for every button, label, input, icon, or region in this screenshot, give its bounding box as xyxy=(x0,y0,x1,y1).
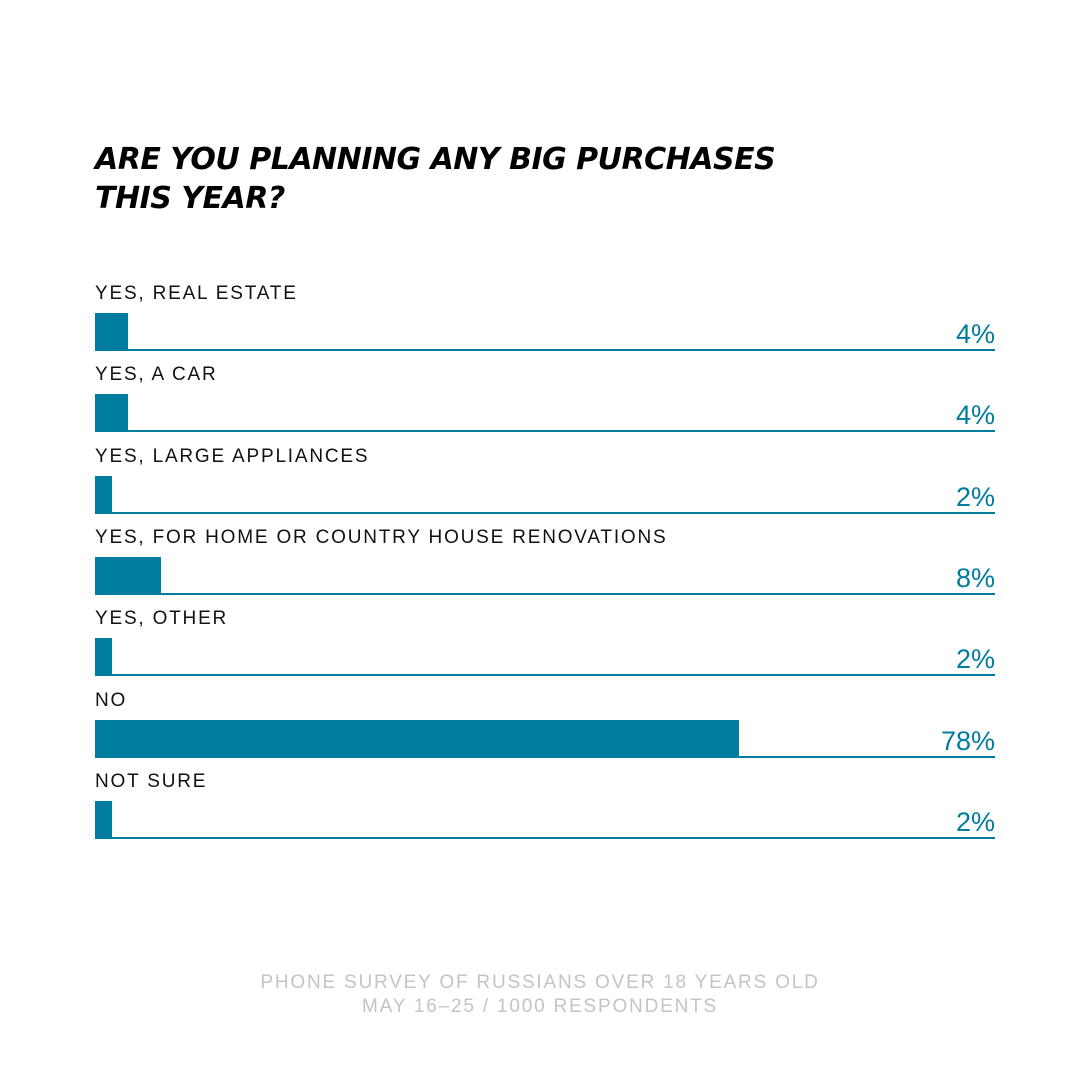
bar xyxy=(95,476,112,514)
value-label: 4% xyxy=(955,319,995,349)
category-label: YES, A CAR xyxy=(95,364,218,385)
category-label: YES, OTHER xyxy=(95,608,229,629)
bar-baseline xyxy=(95,512,995,514)
bar xyxy=(95,394,128,432)
survey-footnote: PHONE SURVEY OF RUSSIANS OVER 18 YEARS O… xyxy=(0,971,1080,1019)
category-label: YES, LARGE APPLIANCES xyxy=(95,446,370,467)
category-label: YES, FOR HOME OR COUNTRY HOUSE RENOVATIO… xyxy=(95,527,668,548)
value-label: 2% xyxy=(955,807,995,837)
chart-row: YES, LARGE APPLIANCES 2% xyxy=(95,446,995,516)
category-label: NOT SURE xyxy=(95,771,208,792)
footnote-line-2: MAY 16–25 / 1000 RESPONDENTS xyxy=(362,996,718,1017)
bar-baseline xyxy=(95,430,995,432)
footnote-line-1: PHONE SURVEY OF RUSSIANS OVER 18 YEARS O… xyxy=(260,972,820,993)
bar-track: 4% xyxy=(95,313,995,351)
bar xyxy=(95,313,128,351)
bar-track: 8% xyxy=(95,557,995,595)
bar-baseline xyxy=(95,349,995,351)
chart-row: NO 78% xyxy=(95,690,995,760)
chart-row: NOT SURE 2% xyxy=(95,771,995,841)
bar-baseline xyxy=(95,837,995,839)
bar-track: 2% xyxy=(95,801,995,839)
value-label: 8% xyxy=(955,563,995,593)
bar-track: 4% xyxy=(95,394,995,432)
bar xyxy=(95,638,112,676)
value-label: 2% xyxy=(955,482,995,512)
value-label: 78% xyxy=(940,726,995,756)
value-label: 4% xyxy=(955,400,995,430)
chart-row: YES, OTHER 2% xyxy=(95,608,995,678)
bar-baseline xyxy=(95,674,995,676)
bar-track: 78% xyxy=(95,720,995,758)
chart-title-line-1: ARE YOU PLANNING ANY BIG PURCHASES xyxy=(95,142,776,177)
chart-row: YES, REAL ESTATE 4% xyxy=(95,283,995,353)
value-label: 2% xyxy=(955,644,995,674)
chart-row: YES, FOR HOME OR COUNTRY HOUSE RENOVATIO… xyxy=(95,527,995,597)
chart-row: YES, A CAR 4% xyxy=(95,364,995,434)
category-label: YES, REAL ESTATE xyxy=(95,283,298,304)
chart-title-line-2: THIS YEAR? xyxy=(95,181,285,216)
bar xyxy=(95,557,161,595)
chart-title: ARE YOU PLANNING ANY BIG PURCHASES THIS … xyxy=(95,140,995,218)
bar xyxy=(95,720,739,758)
bar xyxy=(95,801,112,839)
category-label: NO xyxy=(95,690,128,711)
bar-track: 2% xyxy=(95,638,995,676)
bar-track: 2% xyxy=(95,476,995,514)
bar-baseline xyxy=(95,593,995,595)
